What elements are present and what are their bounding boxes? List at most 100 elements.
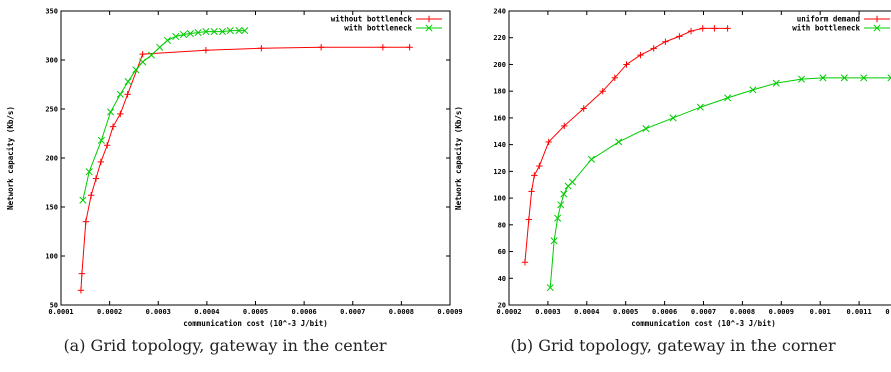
data-point bbox=[819, 74, 827, 82]
data-point bbox=[611, 74, 619, 82]
x-tick-label: 0.0008 bbox=[730, 308, 755, 316]
y-tick-label: 80 bbox=[498, 221, 506, 229]
data-point bbox=[561, 122, 568, 130]
y-axis-title: Network capacity (Kb/s) bbox=[6, 106, 15, 210]
y-tick-label: 100 bbox=[45, 253, 58, 261]
y-tick-label: 240 bbox=[493, 8, 506, 16]
y-tick-label: 40 bbox=[498, 275, 506, 283]
data-point bbox=[687, 27, 695, 35]
data-point bbox=[107, 108, 115, 116]
data-point bbox=[79, 196, 87, 204]
data-point bbox=[860, 74, 868, 82]
data-point bbox=[210, 28, 218, 36]
data-point bbox=[87, 192, 95, 199]
y-tick-label: 20 bbox=[498, 302, 506, 310]
x-tick-label: 0.0005 bbox=[613, 308, 638, 316]
data-point bbox=[103, 142, 111, 149]
data-point bbox=[650, 45, 657, 52]
data-point bbox=[840, 74, 848, 82]
data-point bbox=[797, 75, 806, 83]
y-tick-label: 140 bbox=[493, 141, 506, 149]
data-point bbox=[172, 32, 180, 41]
data-point bbox=[545, 138, 552, 146]
data-point bbox=[724, 25, 731, 32]
data-point bbox=[528, 188, 535, 195]
caption-b: (b) Grid topology, gateway in the corner bbox=[510, 336, 836, 355]
data-point bbox=[379, 44, 387, 51]
data-point bbox=[116, 90, 124, 98]
data-point bbox=[139, 58, 147, 66]
x-tick-label: 0.0008 bbox=[389, 308, 414, 316]
x-tick-label: 0.0004 bbox=[194, 308, 219, 316]
data-point bbox=[724, 94, 732, 102]
data-point bbox=[531, 172, 538, 179]
y-tick-label: 150 bbox=[45, 204, 58, 212]
y-tick-label: 180 bbox=[493, 88, 506, 96]
x-tick-label: 0.0005 bbox=[243, 308, 268, 316]
x-tick-label: 0.0004 bbox=[574, 308, 599, 316]
x-tick-label: 0.0003 bbox=[535, 308, 560, 316]
data-point bbox=[117, 110, 124, 118]
x-tick-label: 0.0002 bbox=[496, 308, 521, 316]
legend-marker bbox=[873, 15, 881, 23]
data-point bbox=[147, 51, 155, 59]
y-tick-label: 160 bbox=[493, 114, 506, 122]
data-point bbox=[132, 66, 140, 74]
data-point bbox=[78, 270, 86, 277]
data-point bbox=[557, 201, 565, 209]
y-tick-label: 220 bbox=[493, 34, 506, 42]
data-point bbox=[156, 43, 164, 51]
legend-marker bbox=[873, 24, 881, 32]
data-point bbox=[676, 33, 683, 40]
data-point bbox=[139, 50, 146, 58]
data-point bbox=[580, 105, 587, 112]
legend-label: without bottleneck bbox=[331, 15, 413, 24]
x-tick-label: 0.0006 bbox=[291, 308, 316, 316]
data-point bbox=[85, 168, 93, 176]
data-point bbox=[546, 284, 554, 292]
series-line bbox=[82, 30, 245, 201]
x-tick-label: 0.0009 bbox=[769, 308, 794, 316]
series-with-bottleneck bbox=[79, 27, 249, 204]
data-point bbox=[179, 30, 188, 39]
plot-frame bbox=[508, 10, 891, 306]
data-point bbox=[550, 237, 558, 245]
chart-panel-a: 0.0001 0.0002 0.0003 0.0004 0.0005 0.0006 0.00… bbox=[6, 8, 463, 329]
plot-frame bbox=[60, 10, 451, 306]
data-point bbox=[623, 61, 630, 68]
data-point bbox=[560, 190, 568, 198]
x-tick-label: 0.0006 bbox=[652, 308, 677, 316]
x-tick-label: 0.0007 bbox=[691, 308, 716, 316]
legend-label: with bottleneck bbox=[344, 24, 412, 33]
data-point bbox=[521, 259, 529, 266]
data-point bbox=[536, 162, 543, 170]
series-with-bottleneck bbox=[546, 74, 891, 292]
series-without-bottleneck bbox=[77, 44, 413, 294]
x-tick-label: 0.0011 bbox=[846, 308, 871, 316]
x-tick-label: 0.0003 bbox=[146, 308, 171, 316]
y-tick-label: 50 bbox=[50, 302, 58, 310]
series-line bbox=[549, 77, 891, 288]
y-tick-label: 300 bbox=[45, 57, 58, 65]
data-point bbox=[669, 114, 677, 122]
data-point bbox=[241, 27, 249, 35]
y-axis-title: Network capacity (Kb/s) bbox=[454, 106, 463, 210]
x-tick-label: 0.0009 bbox=[437, 308, 462, 316]
data-point bbox=[202, 47, 210, 54]
data-point bbox=[235, 27, 243, 35]
data-point bbox=[772, 79, 780, 87]
legend-label: with bottleneck bbox=[792, 24, 860, 33]
data-point bbox=[92, 175, 100, 182]
y-tick-label: 200 bbox=[493, 61, 506, 69]
data-point bbox=[186, 29, 194, 38]
data-point bbox=[97, 158, 105, 166]
data-point bbox=[406, 44, 413, 51]
data-point bbox=[82, 218, 89, 225]
series-uniform-demand bbox=[521, 25, 731, 266]
data-point bbox=[599, 87, 606, 95]
data-point bbox=[163, 36, 172, 44]
legend-marker bbox=[425, 15, 433, 23]
data-point bbox=[749, 86, 757, 94]
y-tick-label: 350 bbox=[45, 8, 58, 16]
